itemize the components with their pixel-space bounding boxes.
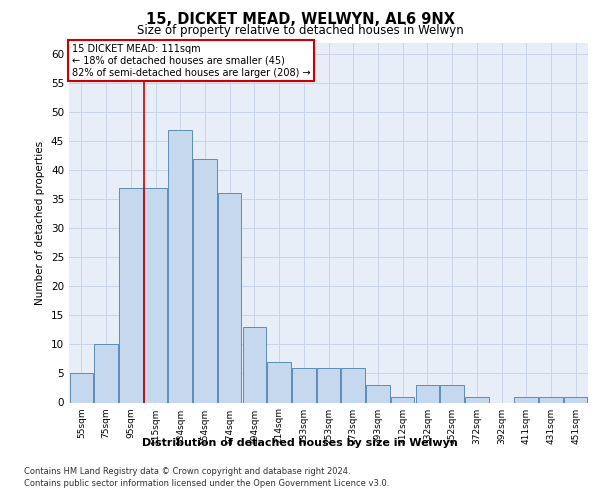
- Bar: [268, 362, 291, 403]
- Bar: [366, 385, 389, 402]
- Bar: [564, 396, 587, 402]
- Bar: [341, 368, 365, 402]
- Bar: [391, 396, 415, 402]
- Text: 15, DICKET MEAD, WELWYN, AL6 9NX: 15, DICKET MEAD, WELWYN, AL6 9NX: [146, 12, 455, 28]
- Text: Contains public sector information licensed under the Open Government Licence v3: Contains public sector information licen…: [24, 479, 389, 488]
- Bar: [218, 194, 241, 402]
- Text: Contains HM Land Registry data © Crown copyright and database right 2024.: Contains HM Land Registry data © Crown c…: [24, 468, 350, 476]
- Bar: [317, 368, 340, 402]
- Bar: [144, 188, 167, 402]
- Bar: [514, 396, 538, 402]
- Bar: [242, 327, 266, 402]
- Y-axis label: Number of detached properties: Number of detached properties: [35, 140, 46, 304]
- Bar: [94, 344, 118, 403]
- Bar: [193, 158, 217, 402]
- Bar: [70, 374, 93, 402]
- Bar: [539, 396, 563, 402]
- Bar: [169, 130, 192, 402]
- Bar: [119, 188, 143, 402]
- Bar: [416, 385, 439, 402]
- Text: 15 DICKET MEAD: 111sqm
← 18% of detached houses are smaller (45)
82% of semi-det: 15 DICKET MEAD: 111sqm ← 18% of detached…: [71, 44, 310, 78]
- Bar: [292, 368, 316, 402]
- Bar: [440, 385, 464, 402]
- Text: Distribution of detached houses by size in Welwyn: Distribution of detached houses by size …: [142, 438, 458, 448]
- Bar: [465, 396, 488, 402]
- Text: Size of property relative to detached houses in Welwyn: Size of property relative to detached ho…: [137, 24, 463, 37]
